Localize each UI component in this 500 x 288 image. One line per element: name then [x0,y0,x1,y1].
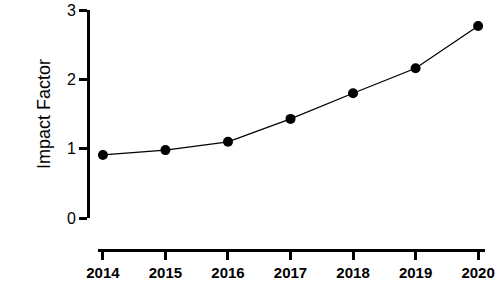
svg-text:2: 2 [67,71,76,88]
svg-text:2014: 2014 [86,264,120,281]
svg-text:2017: 2017 [274,264,307,281]
svg-text:1: 1 [67,140,76,157]
svg-text:2016: 2016 [211,264,244,281]
svg-text:2019: 2019 [399,264,432,281]
svg-text:2018: 2018 [336,264,369,281]
svg-text:0: 0 [67,210,76,227]
svg-text:Impact Factor: Impact Factor [34,59,54,169]
svg-text:3: 3 [67,2,76,19]
svg-text:2020: 2020 [461,264,494,281]
svg-text:2015: 2015 [149,264,182,281]
